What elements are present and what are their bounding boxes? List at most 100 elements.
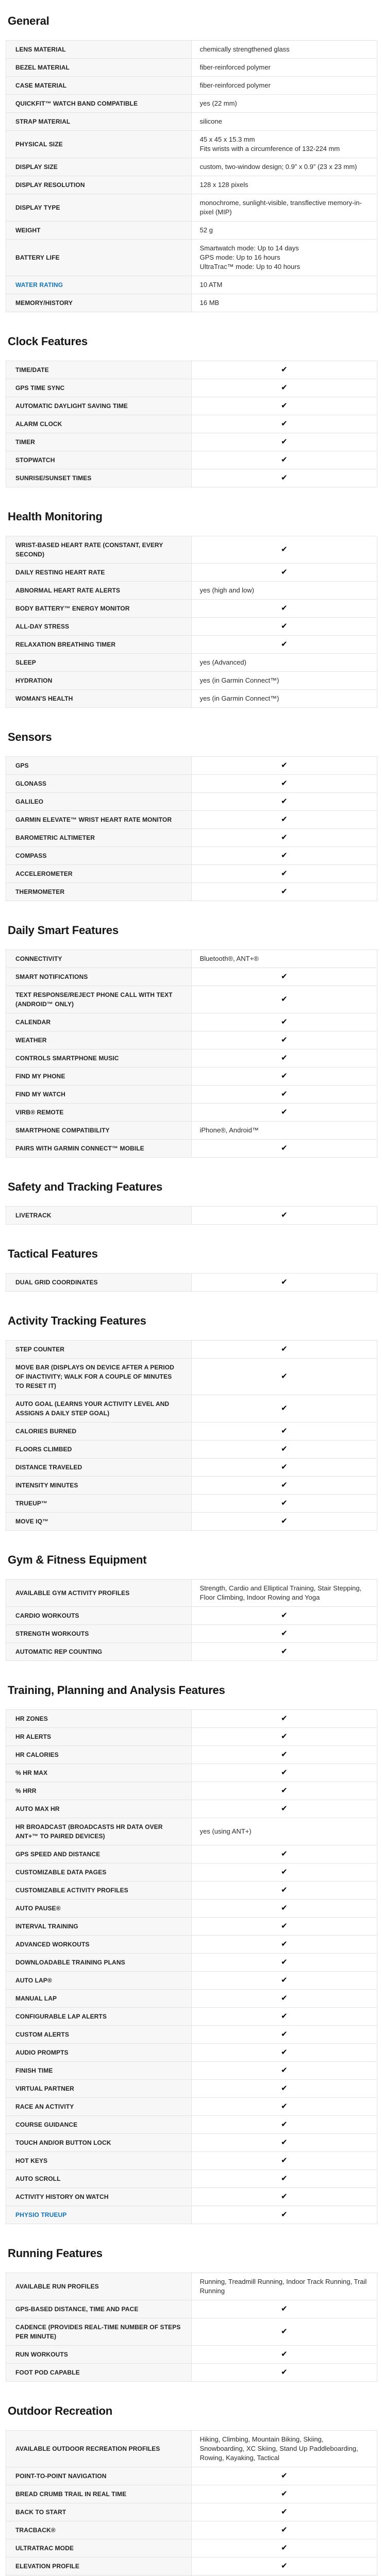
spec-label: GPS SPEED AND DISTANCE	[6, 1845, 192, 1863]
spec-value: silicone	[200, 117, 222, 125]
spec-row: AUTOMATIC REP COUNTING ✔	[6, 1643, 377, 1661]
spec-row: TEXT RESPONSE/REJECT PHONE CALL WITH TEX…	[6, 986, 377, 1013]
spec-row: GARMIN ELEVATE™ WRIST HEART RATE MONITOR…	[6, 811, 377, 829]
spec-row: STRENGTH WORKOUTS ✔	[6, 1625, 377, 1643]
check-icon: ✔	[280, 1886, 288, 1894]
check-icon: ✔	[280, 2174, 288, 2183]
spec-row: GLONASS ✔	[6, 775, 377, 793]
check-icon: ✔	[280, 2030, 288, 2039]
spec-value: ✔	[192, 2080, 377, 2097]
spec-value: 10 ATM	[200, 281, 223, 289]
spec-value: ✔	[192, 883, 377, 901]
spec-value: ✔	[192, 847, 377, 865]
spec-row: PHYSICAL SIZE 45 x 45 x 15.3 mm Fits wrist…	[6, 131, 377, 158]
spec-label: AUDIO PROMPTS	[6, 2044, 192, 2061]
check-icon: ✔	[280, 1850, 288, 1858]
spec-label: STRAP MATERIAL	[6, 113, 192, 130]
spec-row: PAIRS WITH GARMIN CONNECT™ MOBILE ✔	[6, 1140, 377, 1158]
spec-value: ✔	[192, 1513, 377, 1530]
spec-value: ✔	[192, 379, 377, 397]
spec-row: CONNECTIVITY Bluetooth®, ANT+®	[6, 950, 377, 968]
check-icon: ✔	[280, 1072, 288, 1080]
spec-value: ✔	[192, 1359, 377, 1395]
spec-label: ADVANCED WORKOUTS	[6, 1936, 192, 1953]
section-title: Daily Smart Features	[8, 924, 119, 937]
spec-label: AUTO LAP®	[6, 1972, 192, 1989]
spec-label: TRACBACK®	[6, 2521, 192, 2539]
spec-row: DUAL GRID COORDINATES ✔	[6, 1274, 377, 1292]
spec-row: MOVE BAR (DISPLAYS ON DEVICE AFTER A PER…	[6, 1359, 377, 1395]
spec-label: GARMIN ELEVATE™ WRIST HEART RATE MONITOR	[6, 811, 192, 828]
spec-label: AUTO GOAL (LEARNS YOUR ACTIVITY LEVEL AN…	[6, 1395, 192, 1422]
spec-label: DUAL GRID COORDINATES	[6, 1274, 192, 1291]
spec-row: HR CALORIES ✔	[6, 1746, 377, 1764]
spec-row: SMARTPHONE COMPATIBILITY iPhone®, Android…	[6, 1122, 377, 1140]
check-icon: ✔	[280, 568, 288, 577]
spec-section: Activity Tracking Features STEP COUNTER ✔ M…	[6, 1314, 377, 1531]
check-icon: ✔	[280, 2084, 288, 2093]
spec-row: DISPLAY TYPE monochrome, sunlight-visible…	[6, 194, 377, 222]
spec-row: LIVETRACK ✔	[6, 1207, 377, 1225]
spec-label: CUSTOM ALERTS	[6, 2026, 192, 2043]
spec-label: DISPLAY RESOLUTION	[6, 176, 192, 194]
spec-label: WEIGHT	[6, 222, 192, 239]
check-icon: ✔	[280, 1278, 288, 1286]
check-icon: ✔	[280, 365, 288, 374]
check-icon: ✔	[280, 2368, 288, 2377]
spec-label: DISPLAY TYPE	[6, 194, 192, 221]
spec-value: ✔	[192, 1086, 377, 1103]
spec-label: BODY BATTERY™ ENERGY MONITOR	[6, 600, 192, 617]
spec-label: CONNECTIVITY	[6, 950, 192, 968]
spec-row: MEMORY/HISTORY 16 MB	[6, 294, 377, 312]
spec-row: GALILEO ✔	[6, 793, 377, 811]
spec-value: ✔	[192, 1477, 377, 1494]
spec-row: % HRR ✔	[6, 1782, 377, 1800]
check-icon: ✔	[280, 2120, 288, 2129]
spec-value: ✔	[192, 1104, 377, 1121]
spec-value: ✔	[192, 1936, 377, 1953]
spec-row: DISTANCE TRAVELED ✔	[6, 1459, 377, 1477]
spec-row: AUTO SCROLL ✔	[6, 2170, 377, 2188]
spec-section: Training, Planning and Analysis Features…	[6, 1684, 377, 2224]
spec-row: AVAILABLE OUTDOOR RECREATION PROFILES Hik…	[6, 2431, 377, 2467]
spec-row: TIMER ✔	[6, 433, 377, 451]
spec-value: ✔	[192, 2170, 377, 2188]
spec-value: ✔	[192, 536, 377, 563]
check-icon: ✔	[280, 2489, 288, 2498]
spec-table: LENS MATERIAL chemically strengthened gla…	[6, 40, 377, 312]
spec-label: FINISH TIME	[6, 2062, 192, 2079]
spec-row: ABNORMAL HEART RATE ALERTS yes (high and …	[6, 582, 377, 600]
check-icon: ✔	[280, 995, 288, 1004]
spec-table: GPS ✔ GLONASS ✔ GALILEO ✔ GARMIN ELEVATE™ WRIS…	[6, 756, 377, 901]
spec-value: fiber-reinforced polymer	[200, 63, 271, 71]
check-icon: ✔	[280, 1994, 288, 2003]
spec-label: RUN WORKOUTS	[6, 2346, 192, 2363]
spec-value: ✔	[192, 829, 377, 846]
spec-label: FLOORS CLIMBED	[6, 1440, 192, 1458]
check-icon: ✔	[280, 1090, 288, 1098]
spec-section: Clock Features TIME/DATE ✔ GPS TIME SYNC ✔ AU…	[6, 335, 377, 487]
spec-value: ✔	[192, 1274, 377, 1291]
check-icon: ✔	[280, 437, 288, 446]
spec-row: SLEEP yes (Advanced)	[6, 654, 377, 672]
spec-label-link[interactable]: WATER RATING	[15, 281, 63, 289]
check-icon: ✔	[280, 2544, 288, 2552]
check-icon: ✔	[280, 2048, 288, 2057]
spec-row: COMPASS ✔	[6, 847, 377, 865]
spec-value: ✔	[192, 451, 377, 469]
check-icon: ✔	[280, 1036, 288, 1044]
spec-label-link[interactable]: PHYSIO TRUEUP	[15, 2211, 67, 2218]
spec-row: HYDRATION yes (in Garmin Connect™)	[6, 672, 377, 690]
check-icon: ✔	[280, 1786, 288, 1795]
spec-label: DOWNLOADABLE TRAINING PLANS	[6, 1954, 192, 1971]
spec-value: ✔	[192, 618, 377, 635]
spec-value: chemically strengthened glass	[200, 45, 290, 53]
spec-row: BODY BATTERY™ ENERGY MONITOR ✔	[6, 600, 377, 618]
check-icon: ✔	[280, 604, 288, 613]
spec-row: ALL-DAY STRESS ✔	[6, 618, 377, 636]
spec-label: ELEVATION PROFILE	[6, 2557, 192, 2575]
spec-value: ✔	[192, 2188, 377, 2206]
spec-row: VIRTUAL PARTNER ✔	[6, 2080, 377, 2098]
spec-value: ✔	[192, 1863, 377, 1881]
spec-row: DAILY RESTING HEART RATE ✔	[6, 564, 377, 582]
